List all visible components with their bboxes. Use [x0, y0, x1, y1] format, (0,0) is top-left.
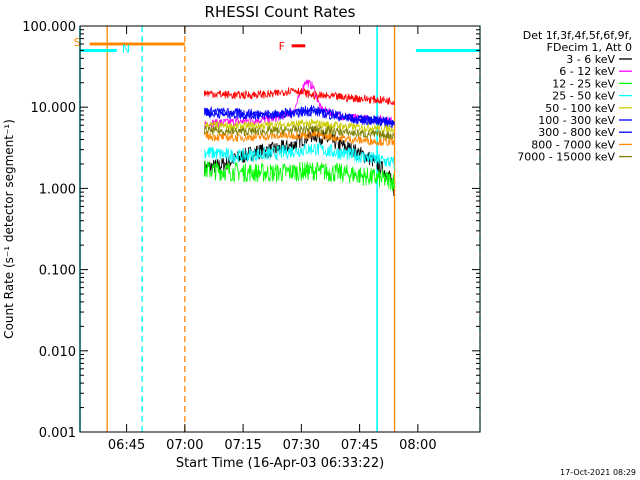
y-tick-label: 1.000 [39, 182, 76, 197]
n-marker-label: N [122, 42, 130, 55]
legend-header-line-1: Det 1f,3f,4f,5f,6f,9f, [523, 29, 632, 42]
s-marker-label: S [74, 36, 81, 49]
series-line [203, 107, 395, 129]
y-tick-label: 100.000 [22, 20, 76, 35]
series-lines [203, 79, 395, 197]
x-axis-ticks: 06:45 07:00 07:15 07:30 07:45 08:00 [108, 26, 437, 453]
y-axis-ticks: 0.001 0.010 0.100 1.000 10.000 100.000 [22, 20, 480, 441]
chart-title: RHESSI Count Rates [205, 3, 356, 21]
y-tick-label: 0.100 [39, 264, 76, 279]
footer-date: 17-Oct-2021 08:29 [560, 468, 636, 477]
series-line [203, 142, 395, 170]
x-tick-label: 07:15 [224, 438, 261, 453]
legend-entry-label: 800 - 7000 keV [531, 138, 615, 151]
x-axis-label: Start Time (16-Apr-03 06:33:22) [176, 456, 384, 471]
x-tick-label: 07:30 [283, 438, 320, 453]
legend-header-line-2: FDecim 1, Att 0 [547, 41, 632, 54]
series-line [203, 124, 395, 140]
plot-frame [79, 25, 481, 433]
legend-entry-label: 50 - 100 keV [545, 102, 615, 115]
legend-entry-label: 25 - 50 keV [552, 90, 615, 103]
legend-entry-label: 300 - 800 keV [538, 126, 615, 139]
legend: Det 1f,3f,4f,5f,6f,9f, FDecim 1, Att 0 3… [517, 29, 632, 164]
y-tick-label: 0.001 [39, 426, 76, 441]
x-tick-label: 08:00 [399, 438, 436, 453]
legend-entry-label: 7000 - 15000 keV [517, 151, 615, 164]
series-line [203, 160, 395, 191]
legend-entry-label: 6 - 12 keV [559, 65, 615, 78]
series-line [203, 130, 395, 148]
y-tick-label: 0.010 [39, 345, 76, 360]
x-tick-label: 06:45 [108, 438, 145, 453]
series-line [203, 87, 395, 106]
y-tick-label: 10.000 [31, 101, 77, 116]
legend-entry-label: 100 - 300 keV [538, 114, 615, 127]
x-tick-label: 07:00 [166, 438, 203, 453]
legend-entry-label: 12 - 25 keV [552, 77, 615, 90]
x-tick-label: 07:45 [341, 438, 378, 453]
f-marker-label: F [279, 40, 285, 53]
y-axis-label: Count Rate (s⁻¹ detector segment⁻¹) [2, 119, 16, 339]
legend-entry-label: 3 - 6 keV [566, 53, 615, 66]
